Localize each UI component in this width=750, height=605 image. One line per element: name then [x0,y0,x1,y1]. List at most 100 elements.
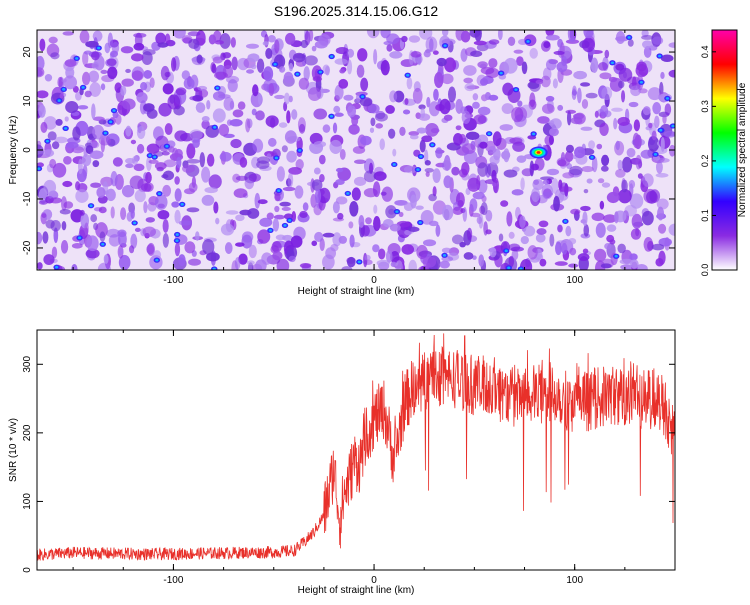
heatmap-cell [507,36,516,46]
heatmap-cell [48,36,58,44]
heatmap-cell [232,109,244,118]
heatmap-cell [347,105,357,118]
heatmap-cell [501,103,514,114]
heatmap-cell [92,30,103,42]
heatmap-cell [373,171,387,181]
heatmap-cell [488,39,500,45]
heatmap-cell [641,35,654,40]
heatmap-cell [230,138,242,149]
heatmap-cell [517,100,523,107]
heatmap-cell [215,86,219,90]
heatmap-cell [366,30,380,39]
heatmap-cell [634,134,642,150]
heatmap-cell [354,159,366,164]
heatmap-cell [250,64,257,70]
heatmap-cell [416,127,427,134]
heatmap-cell [535,79,544,85]
heatmap-cell [120,85,127,96]
heatmap-cell [658,250,666,265]
heatmap-cell [443,175,452,189]
heatmap-cell [511,106,524,123]
heatmap-cell [266,153,272,159]
heatmap-cell [668,42,675,48]
heatmap-cell [201,166,211,183]
heatmap-cell [65,100,79,114]
heatmap-cell [599,122,609,137]
heatmap-cell [167,94,181,110]
heatmap-cell [436,57,447,67]
heatmap-cell [665,97,670,100]
heatmap-cell [62,88,66,91]
heatmap-cell [231,56,238,71]
heatmap-cell [186,207,200,213]
heatmap-cell [568,237,577,245]
heatmap-cell [529,47,538,59]
heatmap-cell [663,130,675,138]
heatmap-cell [299,263,312,269]
heatmap-cell [455,98,463,114]
colorbar-label: Normalized spectral amplitude [737,82,748,217]
heatmap-cell [419,139,426,153]
heatmap-cell [583,30,594,39]
heatmap-cell [252,138,264,153]
heatmap-cell [273,62,277,66]
heatmap-cell [332,122,338,134]
heatmap-cell [43,179,57,195]
heatmap-cell [164,33,171,46]
snr-frame [36,329,676,571]
heatmap-cell [206,153,215,167]
heatmap-cell [461,143,476,155]
snr-panel: -100 0 100 0 100 200 300 Height of straight l… [8,329,676,596]
heatmap-cell [146,143,160,154]
heatmap-cell [643,46,652,58]
heatmap-cell [557,224,563,233]
heatmap-cell [235,242,245,247]
heatmap-cell [59,208,71,215]
heatmap-cell [642,106,651,116]
snr-y-label: SNR (10 * v/v) [8,418,19,482]
heatmap-cell [279,201,291,207]
heatmap-cell [588,140,596,150]
heatmap-cell [125,68,131,73]
heatmap-cell [134,189,146,203]
heatmap-cell [472,93,479,101]
heatmap-cell [358,215,365,228]
heatmap-cell [594,248,607,262]
heatmap-cell [418,104,426,110]
heatmap-cell [479,78,489,86]
heatmap-cell [399,126,406,136]
heatmap-cell [101,242,105,246]
heatmap-cell [591,212,605,222]
heatmap-cell [75,181,81,191]
heatmap-cell [651,243,665,251]
heatmap-cell [284,130,297,144]
heatmap-cell [551,178,559,194]
heatmap-cell [406,73,410,77]
heatmap-cell [567,30,576,42]
heatmap-cell [452,206,464,216]
heatmap-cell [163,159,177,168]
heatmap-cell [274,39,280,54]
heatmap-cell [512,141,526,152]
y-tick-label: 100 [22,493,33,510]
heatmap-cell [308,30,314,42]
heatmap-cell [161,151,170,156]
heatmap-cell [229,119,243,127]
heatmap-cell [647,136,660,152]
heatmap-cell [617,188,632,204]
heatmap-cell [604,243,612,250]
heatmap-cell [597,62,608,71]
heatmap-cell [642,40,653,49]
heatmap-cell [157,210,170,220]
heatmap-cell [49,158,57,169]
heatmap-cell [349,234,355,248]
heatmap-cell [566,110,572,126]
heatmap-cell [180,203,184,206]
heatmap-cell [647,87,662,101]
heatmap-cell [182,164,196,174]
heatmap-cell [81,71,91,86]
heatmap-cell [181,70,191,80]
heatmap-cell [615,168,626,178]
heatmap-cell [144,182,154,192]
heatmap-cell [472,101,480,109]
